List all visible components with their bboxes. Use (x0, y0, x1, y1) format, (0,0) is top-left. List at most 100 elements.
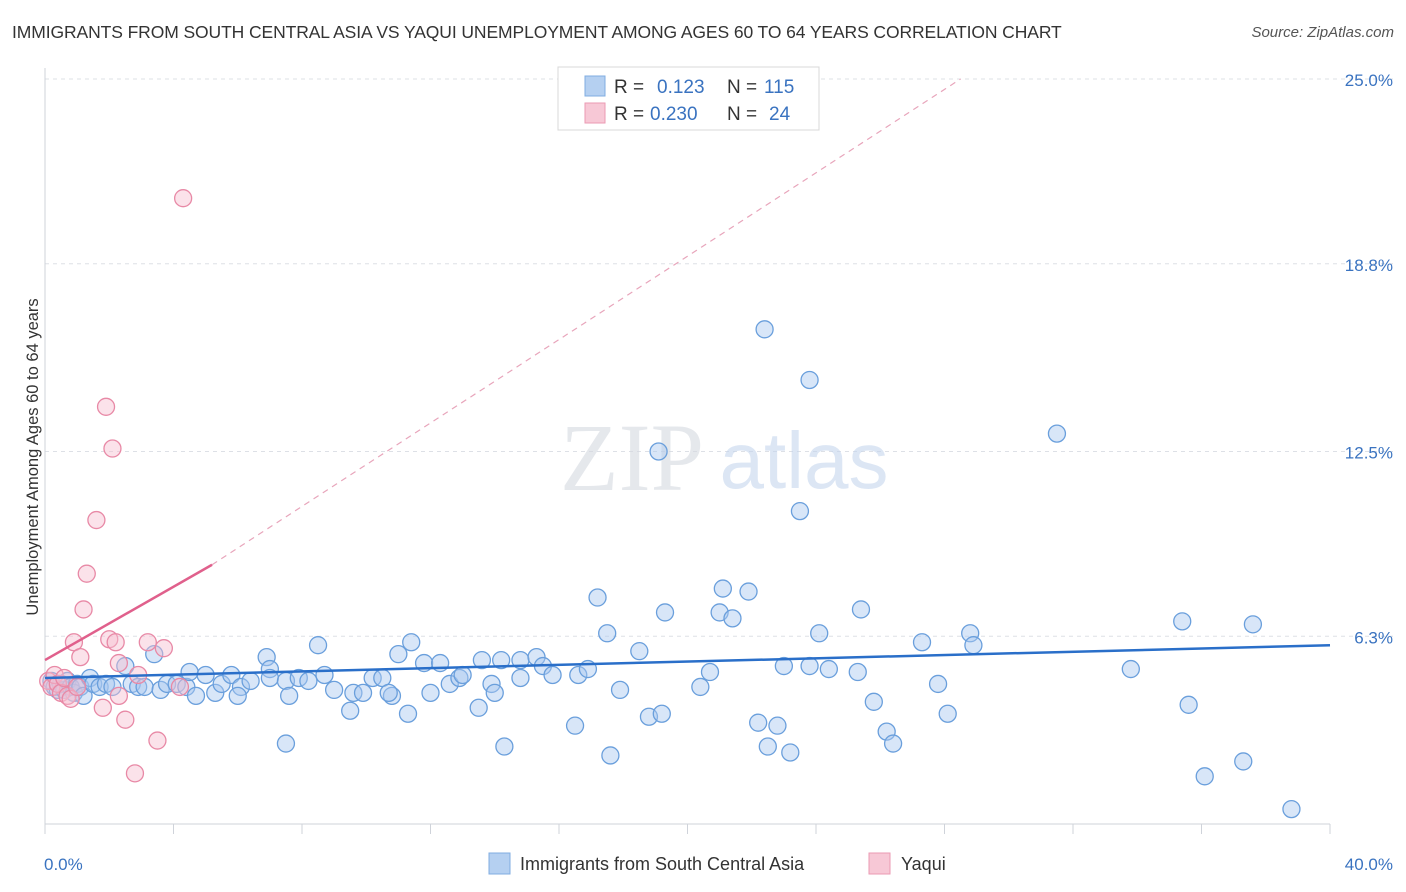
trend-line-yaqui-extension (211, 78, 961, 566)
gridlines (45, 78, 1393, 637)
immigrants-point-113 (1173, 612, 1192, 631)
immigrants-point-103 (864, 692, 883, 711)
immigrants-point-112 (1121, 659, 1140, 679)
immigrants-point-66 (495, 737, 514, 756)
immigrants-point-28 (206, 683, 225, 703)
immigrants-point-88 (723, 609, 742, 628)
series-immigrants-points (42, 320, 1301, 819)
immigrants-point-76 (598, 624, 617, 643)
y-tick-label-3: 25.0% (1345, 71, 1393, 90)
y-tick-label-0: 6.3% (1354, 628, 1393, 647)
legend-n-label-2: N = (727, 104, 757, 125)
axis-ticks (44, 824, 1331, 834)
yaqui-point-21 (116, 710, 135, 729)
immigrants-point-32 (228, 686, 247, 706)
immigrants-point-15 (103, 677, 122, 697)
immigrants-point-87 (713, 579, 732, 598)
yaqui-point-10 (71, 647, 90, 667)
immigrants-point-68 (511, 668, 530, 688)
bottom-legend-swatch-blue (488, 852, 511, 875)
immigrants-point-111 (1047, 424, 1067, 443)
immigrants-point-73 (569, 665, 588, 685)
immigrants-point-84 (691, 677, 710, 697)
immigrants-point-115 (1195, 767, 1214, 786)
legend-r-value-2: 0.230 (650, 104, 698, 125)
yaqui-point-28 (173, 189, 193, 208)
yaqui-point-20 (109, 653, 129, 673)
immigrants-point-41 (299, 671, 318, 691)
watermark-atlas: atlas (720, 416, 889, 505)
immigrants-point-56 (421, 683, 440, 703)
immigrants-point-91 (758, 737, 777, 756)
legend: R = 0.123 N = 115 R = 0.230 N = 24 (557, 66, 820, 131)
trend-line-yaqui (44, 563, 213, 662)
immigrants-point-30 (222, 665, 241, 685)
legend-r-label-2: R = (614, 104, 644, 125)
immigrants-point-77 (601, 746, 620, 765)
yaqui-point-11 (74, 600, 93, 619)
immigrants-point-110 (964, 636, 983, 655)
watermark-zip: ZIP (560, 404, 704, 511)
legend-swatch-pink (584, 102, 606, 124)
yaqui-point-19 (106, 633, 125, 652)
yaqui-point-26 (154, 639, 174, 658)
immigrants-point-64 (485, 683, 504, 703)
bottom-legend-label-yaqui: Yaqui (901, 854, 946, 874)
x-tick-label-max: 40.0% (1345, 855, 1393, 874)
immigrants-point-34 (257, 647, 276, 667)
immigrants-point-114 (1179, 695, 1198, 714)
yaqui-point-18 (109, 686, 129, 706)
immigrants-point-108 (938, 704, 957, 723)
immigrants-point-58 (440, 674, 459, 694)
immigrants-point-101 (848, 662, 867, 682)
legend-r-label-1: R = (614, 77, 644, 98)
immigrants-point-53 (398, 704, 418, 723)
chart-title: IMMIGRANTS FROM SOUTH CENTRAL ASIA VS YA… (12, 22, 1062, 42)
trend-lines (44, 78, 1331, 680)
immigrants-point-54 (402, 633, 421, 652)
legend-n-label-1: N = (727, 77, 757, 98)
yaqui-point-17 (103, 439, 122, 458)
immigrants-point-83 (649, 442, 668, 461)
y-tick-label-1: 12.5% (1345, 444, 1393, 463)
immigrants-point-98 (800, 370, 819, 390)
immigrants-point-118 (1282, 799, 1301, 819)
immigrants-point-96 (790, 501, 810, 521)
immigrants-point-26 (186, 686, 206, 706)
immigrants-point-51 (379, 683, 398, 703)
immigrants-point-25 (180, 662, 199, 682)
immigrants-point-99 (810, 624, 829, 643)
watermark: ZIP atlas (560, 404, 888, 511)
immigrants-point-78 (610, 680, 630, 700)
yaqui-point-12 (77, 564, 96, 583)
immigrants-point-93 (768, 716, 787, 735)
immigrants-point-92 (755, 320, 774, 339)
immigrants-point-109 (961, 624, 980, 643)
immigrants-point-75 (588, 588, 607, 607)
yaqui-point-9 (67, 677, 87, 697)
source-credit: Source: ZipAtlas.com (1251, 24, 1394, 41)
series-yaqui-points (39, 189, 193, 783)
immigrants-point-42 (308, 636, 328, 655)
immigrants-point-97 (800, 656, 819, 676)
immigrants-point-39 (276, 734, 296, 753)
immigrants-point-38 (279, 686, 299, 706)
immigrants-point-65 (492, 650, 511, 670)
immigrants-point-89 (739, 582, 758, 601)
yaqui-point-15 (96, 397, 116, 416)
legend-swatch-blue (584, 75, 606, 97)
immigrants-point-61 (469, 698, 488, 717)
immigrants-point-106 (912, 633, 932, 652)
immigrants-point-59 (450, 668, 469, 688)
bottom-legend: Immigrants from South Central Asia Yaqui (488, 852, 946, 875)
immigrants-point-105 (883, 734, 903, 753)
immigrants-point-94 (774, 656, 794, 676)
immigrants-point-43 (315, 665, 334, 685)
immigrants-point-82 (655, 603, 675, 622)
immigrants-point-81 (652, 704, 671, 723)
immigrants-point-107 (928, 674, 948, 694)
yaqui-point-14 (93, 698, 112, 717)
immigrants-point-44 (324, 680, 344, 700)
x-tick-label-min: 0.0% (44, 855, 83, 874)
